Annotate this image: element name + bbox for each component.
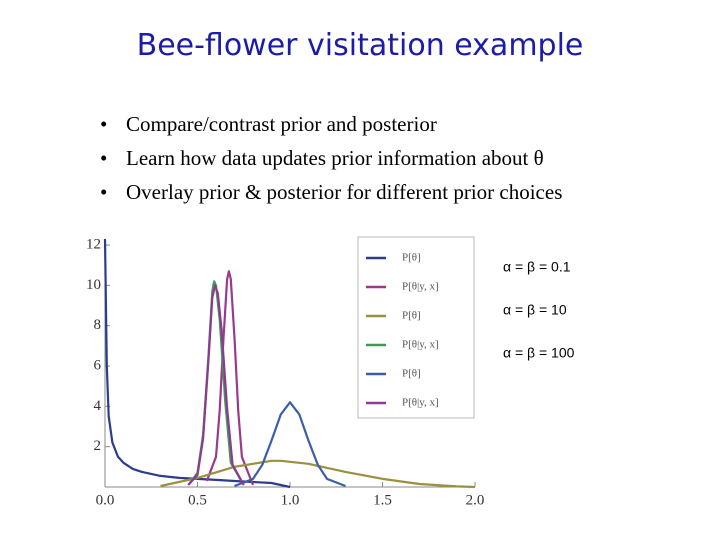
series-line — [103, 238, 291, 489]
y-tick-label: 8 — [94, 317, 102, 333]
series-line — [205, 270, 255, 486]
bullet-text: Learn how data updates prior information… — [126, 146, 544, 170]
legend-label: P[θ] — [402, 252, 421, 264]
y-tick-label: 2 — [94, 438, 102, 454]
bullet: • Compare/contrast prior and posterior — [100, 112, 437, 136]
bullet: • Overlay prior & posterior for different… — [100, 180, 563, 204]
series-line — [234, 401, 346, 488]
x-tick-label: 1.0 — [281, 492, 300, 508]
series-line — [187, 284, 245, 486]
x-tick-label: 0.5 — [188, 492, 207, 508]
legend-label: P[θ] — [402, 310, 421, 322]
x-tick-label: 2.0 — [466, 492, 485, 508]
x-tick-label: 1.5 — [373, 492, 392, 508]
slide-title: Bee-flower visitation example — [136, 28, 584, 63]
bullet-text: Overlay prior & posterior for different … — [126, 180, 563, 204]
y-tick-label: 12 — [86, 236, 101, 252]
bullet-text: Compare/contrast prior and posterior — [126, 112, 437, 136]
bullet-list: • Compare/contrast prior and posterior • L… — [100, 112, 562, 214]
legend-label: P[θ|y, x] — [402, 339, 439, 351]
legend-label: P[θ|y, x] — [402, 397, 439, 409]
bullet: • Learn how data updates prior informatio… — [100, 146, 544, 170]
x-tick-label: 0.0 — [96, 492, 115, 508]
annotation: α = β = 0.1 — [503, 259, 571, 275]
legend-label: P[θ] — [402, 368, 421, 380]
y-tick-label: 6 — [94, 357, 102, 373]
annotation: α = β = 100 — [503, 345, 575, 361]
annotation: α = β = 10 — [503, 302, 567, 318]
legend-label: P[θ|y, x] — [402, 281, 439, 293]
legend-box — [357, 236, 475, 419]
y-tick-label: 4 — [94, 398, 102, 414]
y-tick-label: 10 — [86, 277, 101, 293]
series-line — [160, 459, 476, 489]
